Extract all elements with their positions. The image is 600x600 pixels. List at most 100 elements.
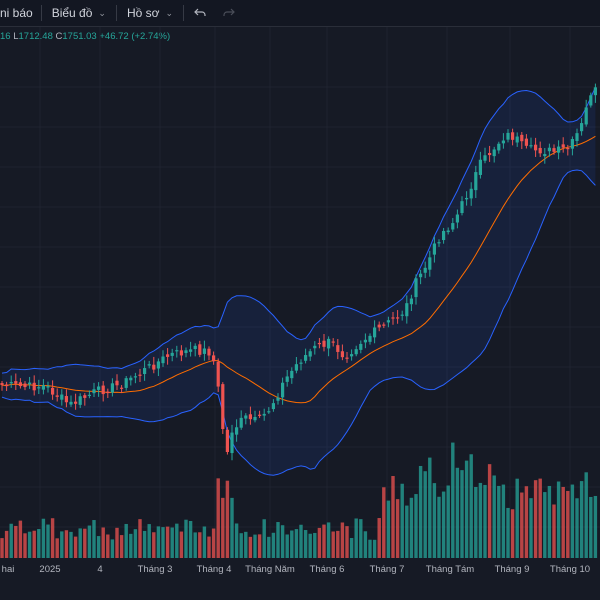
candle-body — [396, 317, 400, 319]
candle-body — [391, 317, 395, 319]
volume-bars — [0, 442, 598, 558]
volume-bar — [354, 518, 358, 558]
candle-body — [529, 145, 533, 147]
volume-bar — [207, 536, 211, 558]
candle-body — [5, 384, 9, 387]
top-toolbar: ni báo Biểu đồ ⌄ Hồ sơ ⌄ — [0, 0, 600, 27]
candle-body — [340, 351, 344, 358]
candle-body — [575, 133, 579, 141]
volume-bar — [409, 497, 414, 558]
candle-body — [331, 341, 335, 343]
undo-button[interactable] — [184, 0, 216, 26]
volume-bar — [110, 539, 115, 558]
volume-bar — [18, 520, 23, 558]
candle-body — [271, 403, 275, 410]
volume-bar — [368, 539, 372, 558]
candle-body — [64, 396, 68, 403]
candle-body — [0, 383, 4, 386]
volume-bar — [147, 524, 151, 558]
volume-bar — [529, 498, 533, 558]
ohlc-legend: 16 L1712.48 C1751.03 +46.72 (+2.74%) — [0, 31, 170, 42]
time-axis-label: 4 — [97, 564, 103, 575]
volume-bar — [124, 523, 128, 558]
volume-bar — [64, 530, 69, 558]
candle-body — [143, 368, 147, 375]
volume-bar — [391, 476, 395, 558]
volume-bar — [156, 526, 161, 558]
volume-bar — [322, 524, 326, 558]
volume-bar — [253, 534, 257, 558]
volume-bar — [414, 494, 418, 558]
profile-menu-label: Hồ sơ — [126, 6, 160, 20]
chart-menu-button[interactable]: Biểu đồ ⌄ — [42, 0, 116, 26]
volume-bar — [584, 472, 588, 558]
candle-body — [184, 350, 188, 353]
candle-body — [488, 153, 492, 156]
alerts-label: ni báo — [0, 6, 33, 20]
volume-bar — [395, 499, 400, 558]
candle-body — [593, 87, 597, 96]
volume-bar — [579, 481, 584, 558]
candle-body — [359, 343, 363, 350]
alerts-button[interactable]: ni báo — [0, 0, 41, 26]
candle-body — [428, 257, 432, 270]
volume-bar — [60, 531, 64, 558]
candle-body — [506, 132, 510, 140]
candle-body — [97, 386, 101, 390]
candle-body — [239, 417, 243, 428]
candle-body — [281, 382, 285, 398]
candle-body — [313, 345, 317, 349]
candle-body — [46, 386, 50, 388]
candle-body — [469, 188, 473, 199]
redo-button[interactable] — [216, 0, 242, 26]
volume-bar — [271, 532, 276, 558]
volume-bar — [37, 529, 41, 558]
candle-body — [51, 387, 55, 395]
volume-bar — [152, 532, 156, 558]
candle-body — [561, 144, 565, 148]
volume-bar — [418, 465, 423, 558]
candle-body — [589, 95, 593, 106]
volume-bar — [170, 527, 174, 558]
volume-bar — [230, 497, 234, 558]
close-key: C — [55, 31, 63, 42]
candle-body — [414, 278, 418, 298]
candle-body — [566, 148, 570, 150]
volume-bar — [138, 519, 142, 558]
candle-body — [147, 364, 151, 366]
volume-bar — [400, 483, 404, 558]
candle-body — [230, 432, 234, 454]
volume-bar — [225, 480, 230, 558]
candle-body — [285, 376, 289, 382]
volume-bar — [101, 527, 105, 558]
candle-body — [345, 357, 349, 359]
candle-body — [465, 197, 469, 200]
time-axis-label: Tháng 7 — [369, 564, 405, 575]
volume-bar — [437, 496, 441, 558]
volume-bar — [184, 519, 188, 558]
volume-bar — [142, 530, 147, 558]
volume-bar — [538, 478, 542, 558]
candle-body — [580, 123, 584, 132]
candle-body — [55, 395, 59, 397]
volume-bar — [589, 496, 593, 558]
volume-bar — [244, 531, 248, 558]
price-chart[interactable] — [0, 27, 600, 558]
volume-bar — [221, 497, 225, 558]
chart-menu-label: Biểu đồ — [51, 6, 93, 20]
profile-menu-button[interactable]: Hồ sơ ⌄ — [117, 0, 183, 26]
candle-body — [423, 267, 427, 273]
candle-body — [377, 324, 381, 328]
candle-body — [474, 172, 478, 191]
candle-body — [547, 147, 551, 152]
candle-body — [299, 362, 303, 364]
candle-body — [492, 149, 496, 157]
candle-body — [455, 214, 459, 223]
candle-body — [120, 387, 124, 389]
volume-bar — [290, 530, 294, 558]
volume-bar — [382, 487, 386, 558]
candle-body — [350, 354, 354, 357]
volume-bar — [460, 470, 464, 558]
time-axis-label: Tháng 10 — [549, 564, 591, 575]
candle-body — [216, 361, 220, 387]
